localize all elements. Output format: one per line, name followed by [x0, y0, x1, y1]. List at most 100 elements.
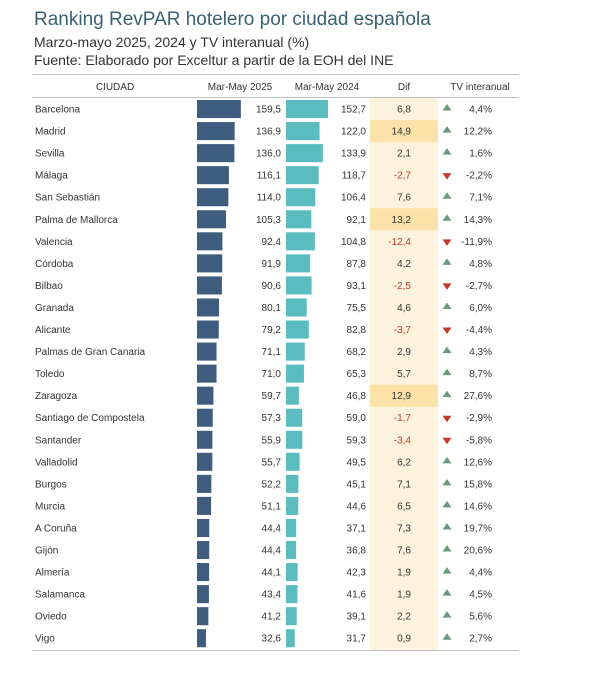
tv-value: -5,8%	[466, 435, 492, 446]
value-2024: 106,4	[341, 193, 366, 204]
city-label: Alicante	[35, 325, 71, 336]
city-label: Toledo	[35, 369, 65, 380]
city-label: Granada	[35, 303, 74, 314]
bar-2025	[197, 188, 229, 207]
down-arrow-icon	[442, 437, 452, 445]
value-2025: 52,2	[262, 479, 282, 490]
chart-title: Ranking RevPAR hotelero por ciudad españ…	[34, 9, 431, 30]
city-label: Murcia	[35, 501, 65, 512]
dif-value: 1,9	[397, 568, 411, 579]
tv-value: 5,6%	[469, 612, 492, 623]
bar-2025	[197, 629, 206, 648]
bar-2024	[286, 386, 299, 405]
dif-value: 2,9	[397, 347, 411, 358]
dif-value: 7,6	[397, 546, 411, 557]
value-2025: 71,0	[262, 369, 282, 380]
bar-2025	[197, 364, 217, 383]
tv-value: 12,2%	[464, 127, 492, 138]
up-arrow-icon	[442, 302, 452, 309]
value-2024: 42,3	[347, 568, 367, 579]
value-2024: 93,1	[347, 281, 367, 292]
header-rule	[32, 97, 519, 98]
dif-value: 0,9	[397, 634, 411, 645]
up-arrow-icon	[442, 126, 452, 133]
value-2024: 49,5	[347, 457, 367, 468]
value-2024: 104,8	[341, 237, 366, 248]
value-2025: 32,6	[262, 634, 282, 645]
up-arrow-icon	[442, 478, 452, 486]
value-2025: 71,1	[262, 347, 282, 358]
bar-2025	[197, 430, 213, 449]
tv-value: 1,6%	[469, 149, 492, 160]
value-2024: 75,5	[347, 303, 367, 314]
tv-value: 4,4%	[469, 105, 492, 116]
up-arrow-icon	[442, 545, 452, 552]
value-2025: 44,4	[262, 523, 282, 534]
value-2024: 44,6	[347, 501, 367, 512]
up-arrow-icon	[442, 611, 452, 618]
tv-value: 2,7%	[469, 634, 492, 645]
value-2025: 114,0	[257, 193, 282, 204]
tv-value: 14,3%	[464, 215, 492, 226]
dif-value: 6,5	[397, 501, 411, 512]
up-arrow-icon	[442, 390, 452, 398]
up-arrow-icon	[442, 104, 452, 111]
tv-value: -2,9%	[466, 413, 492, 424]
dif-value: 7,3	[397, 523, 411, 534]
up-arrow-icon	[442, 633, 452, 640]
bar-2025	[197, 386, 214, 405]
bar-2024	[286, 342, 305, 361]
col-header-2025: Mar-May 2025	[207, 82, 273, 93]
bar-2025	[197, 100, 241, 119]
up-arrow-icon	[442, 258, 452, 265]
tv-value: 12,6%	[464, 457, 492, 468]
bar-2024	[286, 144, 323, 163]
bar-2025	[197, 541, 210, 560]
bar-2024	[286, 188, 316, 207]
value-2025: 55,9	[262, 435, 282, 446]
bar-2024	[286, 563, 298, 582]
tv-value: -2,7%	[466, 281, 492, 292]
value-2025: 90,6	[262, 281, 282, 292]
value-2025: 92,4	[262, 237, 282, 248]
dif-value: -12,4	[388, 237, 411, 248]
bottom-rule	[32, 650, 519, 651]
value-2024: 36,8	[347, 546, 367, 557]
bar-2025	[197, 563, 210, 582]
value-2024: 41,6	[347, 590, 367, 601]
city-label: Gijón	[35, 546, 58, 557]
up-arrow-icon	[442, 148, 452, 155]
value-2024: 92,1	[347, 215, 367, 226]
tv-value: 4,5%	[469, 590, 492, 601]
up-arrow-icon	[442, 368, 452, 376]
value-2024: 87,8	[347, 259, 367, 270]
dif-value: 2,2	[397, 612, 411, 623]
value-2024: 133,9	[341, 149, 366, 160]
dif-column-bg	[370, 98, 438, 650]
tv-value: 8,7%	[469, 369, 492, 380]
bar-2024	[286, 496, 299, 515]
bar-2024	[286, 276, 312, 295]
value-2025: 55,7	[262, 457, 282, 468]
bar-2024	[286, 122, 320, 141]
dif-highlight-cell	[370, 208, 438, 231]
city-label: A Coruña	[35, 523, 77, 534]
city-label: Madrid	[35, 127, 66, 138]
bar-2024	[286, 100, 328, 119]
dif-value: 5,7	[397, 369, 411, 380]
city-label: Oviedo	[35, 612, 67, 623]
bar-2024	[286, 166, 319, 185]
bar-2025	[197, 122, 235, 141]
bar-2024	[286, 232, 315, 251]
bar-2024	[286, 607, 297, 626]
bar-2025	[197, 144, 235, 163]
col-header-tv: TV interanual	[450, 82, 510, 93]
up-arrow-icon	[442, 346, 452, 354]
tv-value: 4,4%	[469, 568, 492, 579]
bar-2024	[286, 408, 303, 427]
bar-2025	[197, 210, 226, 229]
city-label: Almería	[35, 568, 70, 579]
down-arrow-icon	[442, 327, 452, 335]
value-2024: 45,1	[347, 479, 367, 490]
bar-2024	[286, 430, 303, 449]
